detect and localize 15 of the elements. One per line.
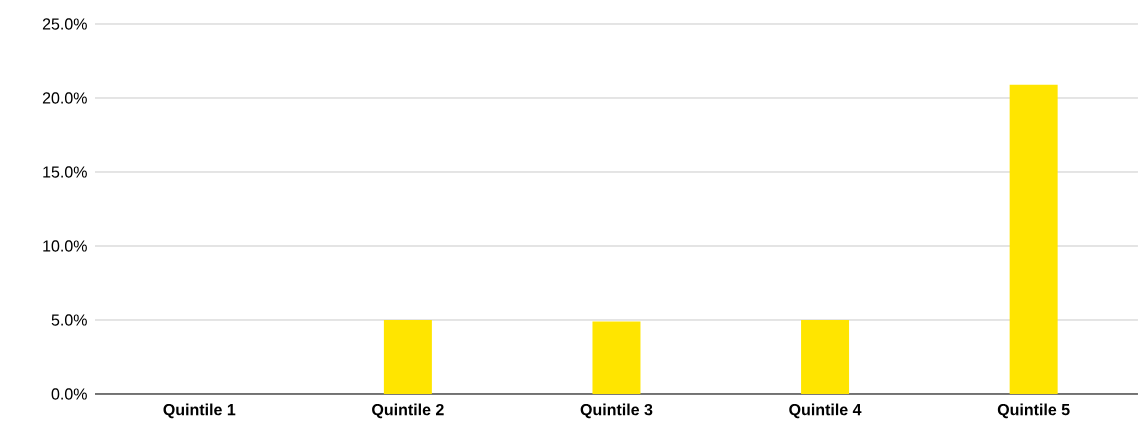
x-tick-label: Quintile 1: [163, 403, 236, 419]
x-tick-label: Quintile 2: [372, 403, 444, 419]
y-tick-label: 0.0%: [51, 388, 87, 400]
y-tick-label: 15.0%: [43, 166, 87, 178]
y-tick-label: 25.0%: [42, 18, 87, 30]
x-tick-label: Quintile 5: [997, 403, 1070, 419]
y-tick-label: 10.0%: [43, 240, 87, 252]
x-tick-label: Quintile 3: [580, 403, 653, 419]
bar: [592, 321, 641, 394]
y-tick-label: 5.0%: [51, 314, 87, 326]
bar: [1009, 84, 1058, 394]
x-tick-label: Quintile 4: [789, 403, 862, 419]
y-tick-label: 20.0%: [42, 92, 87, 104]
bar: [383, 320, 432, 394]
bar: [801, 320, 850, 394]
